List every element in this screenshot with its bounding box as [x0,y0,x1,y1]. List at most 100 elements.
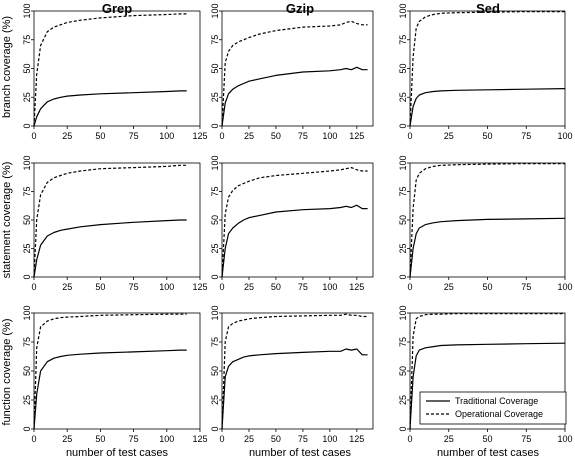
panel-function-sed-ytick-label: 25 [398,395,408,405]
panel-function-grep-ytick-label: 100 [22,305,32,320]
panel-branch-grep-xtick-label: 25 [62,131,72,141]
legend-label-operational: Operational Coverage [455,409,543,419]
panel-branch-gzip-xtick-label: 75 [298,131,308,141]
panel-function-sed-traditional-line [409,342,566,430]
panel-function-grep-ytick-label: 25 [22,395,32,405]
panel-function-grep-xtick-label: 50 [95,434,105,444]
panel-function-grep-xtick-label: 25 [62,434,72,444]
panel-function-grep-xtick-label: 125 [192,434,207,444]
panel-statement-sed-xtick-label: 100 [557,282,572,292]
panel-branch-gzip-operational-line [221,20,368,127]
panel-branch-sed-xtick-label: 75 [521,131,531,141]
panel-branch-gzip-ytick-label: 50 [210,63,220,73]
panel-function-gzip-xtick-label: 100 [322,434,337,444]
panel-statement-gzip-xtick-label: 100 [322,282,337,292]
panel-statement-grep-ytick-label: 0 [22,274,32,279]
panel-branch-sed: 0 25 50 75 100 0 25 50 75 100 [398,3,573,141]
panel-function-sed-ytick-label: 100 [398,305,408,320]
panel-branch-gzip-ytick-label: 0 [210,123,220,128]
panel-statement-sed-xtick-label: 75 [521,282,531,292]
panel-function-gzip-operational-line [221,313,368,430]
panel-statement-grep-operational-line [33,164,187,278]
panel-branch-grep-ytick-label: 50 [22,63,32,73]
panel-statement-grep-xtick-label: 125 [192,282,207,292]
panel-function-sed-xtick-label: 0 [407,434,412,444]
panel-statement-grep-xtick-label: 25 [62,282,72,292]
panel-statement-sed-ytick-label: 100 [398,155,408,170]
panel-branch-sed-xtick-label: 100 [557,131,572,141]
panel-statement-sed-ytick-label: 75 [398,186,408,196]
panel-statement-gzip-xtick-label: 50 [271,282,281,292]
panel-function-gzip-xtick-label: 125 [349,434,364,444]
panel-function-gzip-xtick-label: 0 [219,434,224,444]
row-ylabel-statement: statement coverage (%) [1,162,13,279]
panel-function-grep-traditional-line [33,349,187,430]
panel-function-sed: 0 25 50 75 100 0 25 50 75 100 [398,305,573,444]
panel-branch-gzip-xtick-label: 125 [349,131,364,141]
panel-branch-grep-ytick-label: 75 [22,35,32,45]
panel-statement-sed-ytick-label: 50 [398,215,408,225]
panel-branch-grep-operational-line [33,13,187,127]
panel-function-gzip-ytick-label: 50 [210,366,220,376]
panel-function-grep-ytick-label: 75 [22,337,32,347]
panel-statement-gzip-traditional-line [221,204,368,278]
panel-function-gzip-ytick-label: 0 [210,426,220,431]
panel-function-gzip-ytick-label: 100 [210,305,220,320]
panel-branch-gzip-xtick-label: 25 [244,131,254,141]
panel-branch-gzip-ytick-label: 100 [210,3,220,18]
panel-function-gzip: 0 25 50 75 100 0 25 50 75 100 125 [210,305,374,444]
panel-branch-grep-xtick-label: 0 [31,131,36,141]
panel-function-sed-ytick-label: 50 [398,366,408,376]
panel-branch-gzip-ytick-label: 25 [210,92,220,102]
panel-function-sed-operational-line [409,313,565,430]
panel-branch-sed-ytick-label: 50 [398,63,408,73]
panel-function-gzip-traditional-line [221,348,368,430]
panel-branch-gzip: 0 25 50 75 100 0 25 50 75 100 125 [210,3,374,141]
panel-statement-grep-xtick-label: 0 [31,282,36,292]
panel-function-sed-xtick-label: 75 [521,434,531,444]
xlabel-sed: number of test cases [437,447,540,459]
panel-function-gzip-xtick-label: 75 [298,434,308,444]
panel-statement-grep-ytick-label: 75 [22,186,32,196]
panel-branch-sed-ytick-label: 75 [398,35,408,45]
panel-statement-sed-xtick-label: 50 [482,282,492,292]
panel-statement-gzip-xtick-label: 125 [349,282,364,292]
panel-statement-gzip-ytick-label: 50 [210,215,220,225]
panel-function-gzip-xtick-label: 50 [271,434,281,444]
panel-function-grep-ytick-label: 0 [22,426,32,431]
panel-statement-sed-ytick-label: 0 [398,274,408,279]
panel-branch-grep-traditional-line [33,90,187,127]
panel-statement-gzip-ytick-label: 25 [210,243,220,253]
panel-function-grep: 0 25 50 75 100 0 25 50 75 100 125 [22,305,208,444]
panel-function-sed-ytick-label: 0 [398,426,408,431]
panel-statement-gzip-xtick-label: 0 [219,282,224,292]
panel-function-grep-xtick-label: 75 [129,434,139,444]
column-title-gzip: Gzip [286,1,314,16]
panel-statement-grep-ytick-label: 100 [22,155,32,170]
panel-function-gzip-xtick-label: 25 [244,434,254,444]
panel-statement-sed: 0 25 50 75 100 0 25 50 75 100 [398,155,573,292]
panel-branch-grep-xtick-label: 125 [192,131,207,141]
panel-statement-gzip-operational-line [221,167,368,278]
panel-function-sed-ytick-label: 75 [398,337,408,347]
panel-branch-grep-ytick-label: 100 [22,3,32,18]
panel-branch-sed-xtick-label: 50 [482,131,492,141]
panel-branch-sed-ytick-label: 25 [398,92,408,102]
panel-branch-sed-ytick-label: 100 [398,3,408,18]
panel-statement-grep-xtick-label: 75 [129,282,139,292]
panel-function-sed-xtick-label: 50 [482,434,492,444]
panel-branch-gzip-xtick-label: 100 [322,131,337,141]
panel-branch-sed-xtick-label: 25 [444,131,454,141]
panel-statement-grep-traditional-line [33,219,187,278]
panel-function-grep-ytick-label: 50 [22,366,32,376]
panel-statement-gzip-xtick-label: 25 [244,282,254,292]
panel-branch-sed-xtick-label: 0 [407,131,412,141]
legend: Traditional Coverage Operational Coverag… [419,391,567,425]
panel-statement-sed-traditional-line [409,217,566,278]
panel-statement-gzip: 0 25 50 75 100 0 25 50 75 100 125 [210,155,374,292]
panel-branch-gzip-xtick-label: 50 [271,131,281,141]
legend-box [419,391,567,425]
